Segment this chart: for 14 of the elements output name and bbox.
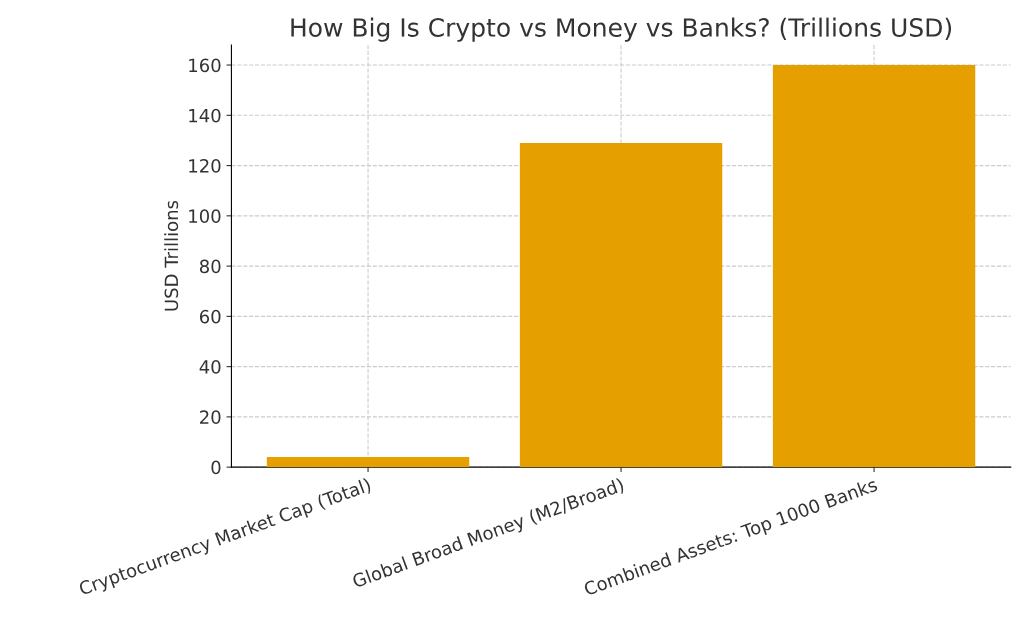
y-tick-label: 100 xyxy=(189,209,221,223)
y-tick-label: 0 xyxy=(211,460,221,475)
bar xyxy=(266,457,470,468)
y-tick-label: 160 xyxy=(189,58,221,73)
y-tick-label: 80 xyxy=(199,259,221,274)
bar xyxy=(772,65,976,468)
y-tick-label: 60 xyxy=(199,309,221,324)
y-tick-label: 40 xyxy=(199,360,221,374)
chart-title: How Big Is Crypto vs Money vs Banks? (Trillions USD) xyxy=(291,17,952,42)
y-axis-title: USD Trillions xyxy=(164,200,179,311)
y-tick-label: 120 xyxy=(189,159,221,173)
y-tick-label: 20 xyxy=(200,410,221,425)
y-tick-label: 140 xyxy=(189,108,221,123)
bar xyxy=(519,142,723,468)
